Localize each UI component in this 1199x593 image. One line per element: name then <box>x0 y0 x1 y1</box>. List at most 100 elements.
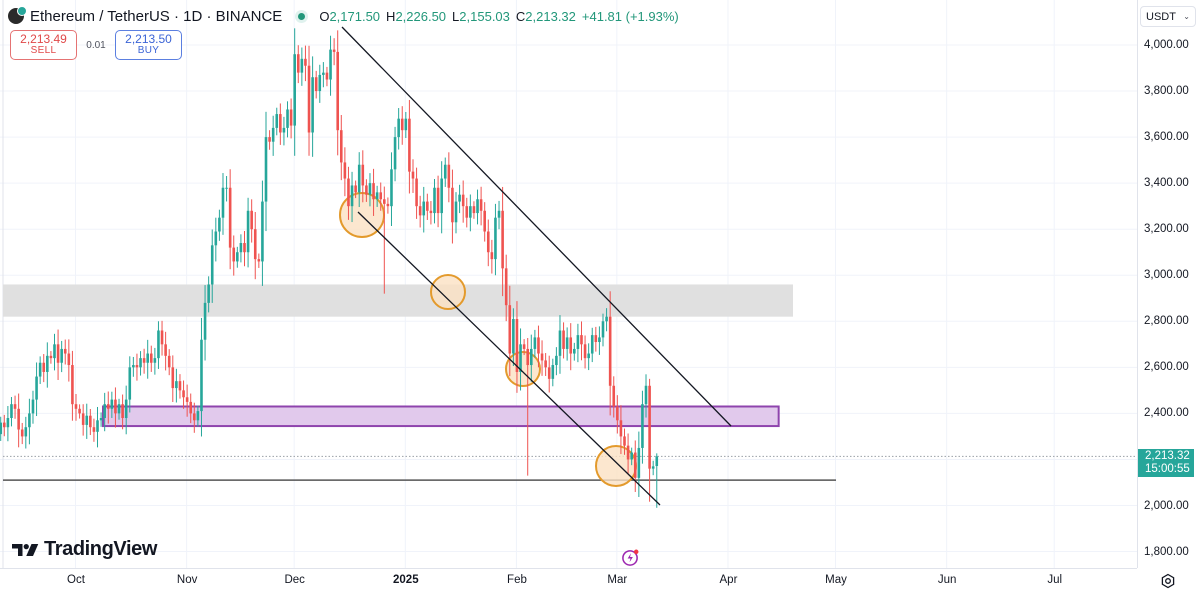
candle-up <box>512 318 515 354</box>
candle-down <box>483 210 486 232</box>
candle-up <box>440 178 443 214</box>
candle-down <box>67 353 71 366</box>
candle-down <box>418 206 422 216</box>
candle-down <box>142 358 146 363</box>
candle-down <box>465 206 469 218</box>
candle-down <box>268 137 271 142</box>
candle-up <box>53 344 56 359</box>
candle-down <box>336 51 340 131</box>
candle-down <box>189 401 193 414</box>
candle-up <box>153 358 157 363</box>
candle-down <box>361 164 365 186</box>
time-tick-label: Feb <box>507 574 527 586</box>
candle-up <box>494 217 497 260</box>
spread-value: 0.01 <box>86 39 106 51</box>
time-scale[interactable] <box>0 568 1137 593</box>
candle-down <box>472 206 476 214</box>
candle-up <box>454 201 458 223</box>
tradingview-mark-icon <box>12 543 39 556</box>
candle-down <box>479 199 483 211</box>
candle-up <box>218 217 221 232</box>
candle-up <box>225 187 228 189</box>
candle-up <box>329 49 332 80</box>
candle-down <box>386 203 390 207</box>
buy-label: BUY <box>137 45 160 57</box>
candle-up <box>132 365 135 368</box>
candle-up <box>605 316 608 322</box>
sell-button[interactable]: 2,213.49 SELL <box>10 30 77 60</box>
symbol-title[interactable]: Ethereum / TetherUS · 1D · BINANCE <box>30 7 283 25</box>
candle-up <box>117 404 121 414</box>
candle-up <box>31 399 35 414</box>
candle-up <box>6 418 10 428</box>
candle-up <box>99 418 103 421</box>
lightning-alert-icon[interactable] <box>621 548 640 567</box>
candle-down <box>504 268 508 306</box>
candle-down <box>89 415 92 428</box>
candle-up <box>318 74 322 92</box>
time-tick-label: Oct <box>67 574 85 586</box>
candle-down <box>92 427 96 432</box>
candle-down <box>354 185 357 193</box>
candle-up <box>529 348 533 366</box>
candle-up <box>390 169 393 207</box>
candle-up <box>322 72 325 75</box>
candle-down <box>171 367 175 389</box>
candle-down <box>619 420 623 437</box>
low-label: L <box>452 8 460 24</box>
candle-up <box>573 348 576 354</box>
candle-down <box>626 445 630 460</box>
candle-down <box>383 199 386 204</box>
buy-button[interactable]: 2,213.50 BUY <box>115 30 182 60</box>
candle-down <box>372 183 375 200</box>
close-value: 2,213.32 <box>525 8 576 24</box>
candle-down <box>616 406 619 421</box>
ethereum-logo-icon <box>8 6 27 24</box>
time-tick-label: Jul <box>1047 574 1063 586</box>
candle-up <box>103 404 106 419</box>
candle-up <box>46 355 49 372</box>
candle-down <box>106 404 110 409</box>
price-tick-label: 2,800.00 <box>1144 315 1189 328</box>
chart-canvas[interactable] <box>0 0 1137 568</box>
candle-down <box>49 355 53 359</box>
price-tick-label: 2,000.00 <box>1144 499 1189 512</box>
candle-up <box>28 413 31 428</box>
sell-price: 2,213.49 <box>20 32 67 47</box>
time-tick-label: 2025 <box>393 574 419 586</box>
candle-up <box>286 109 289 128</box>
candle-up <box>576 335 580 349</box>
candle-up <box>357 164 361 193</box>
candle-down <box>296 54 300 73</box>
candle-down <box>20 429 24 437</box>
candle-down <box>339 130 343 163</box>
candle-down <box>547 367 551 379</box>
open-label: O <box>319 8 330 24</box>
candle-down <box>562 330 565 349</box>
candle-down <box>501 210 504 269</box>
candle-up <box>60 348 63 363</box>
candle-down <box>332 49 336 52</box>
candle-up <box>558 330 562 356</box>
price-tick-label: 3,000.00 <box>1144 269 1189 282</box>
candle-down <box>178 381 182 391</box>
candle-up <box>128 367 132 400</box>
tradingview-logo[interactable]: TradingView <box>12 538 157 561</box>
close-label: C <box>515 8 526 24</box>
lower-trendline <box>357 211 661 506</box>
candle-up <box>458 194 461 202</box>
candle-up <box>293 54 296 126</box>
candle-down <box>17 408 20 430</box>
candle-down <box>325 72 329 80</box>
settings-icon[interactable] <box>1160 573 1176 589</box>
candle-down <box>537 337 540 354</box>
candle-up <box>175 381 178 389</box>
candle-down <box>583 344 587 359</box>
currency-select[interactable]: USDT ⌄ <box>1140 6 1196 27</box>
candle-down <box>411 171 415 179</box>
candle-down <box>135 365 139 368</box>
candle-down <box>526 348 530 366</box>
candle-down <box>508 305 512 354</box>
candle-down <box>185 397 189 402</box>
market-status-icon <box>298 12 306 20</box>
